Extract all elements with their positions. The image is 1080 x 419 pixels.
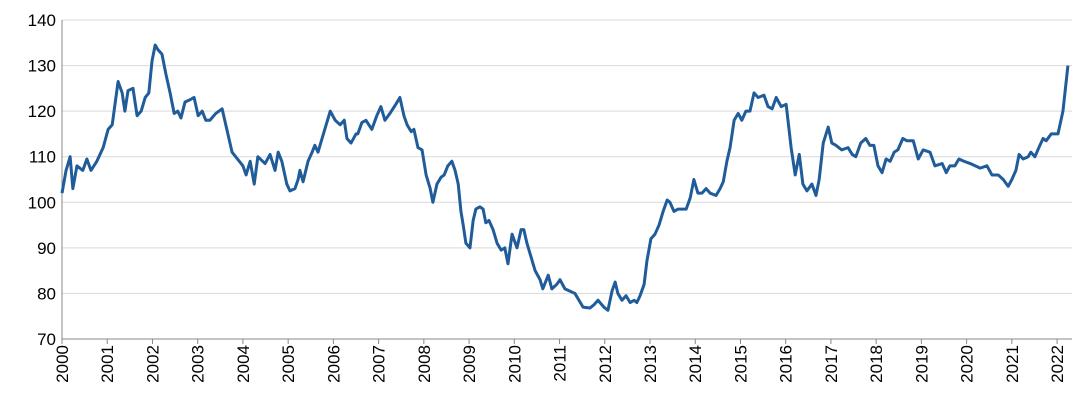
- x-tick-label: 2021: [1003, 345, 1022, 383]
- y-tick-label: 90: [37, 239, 56, 258]
- x-tick-label: 2020: [958, 345, 977, 383]
- x-tick-label: 2010: [505, 345, 524, 383]
- y-tick-label: 140: [28, 11, 56, 30]
- x-tick-label: 2012: [596, 345, 615, 383]
- x-tick-label: 2011: [551, 345, 570, 382]
- y-tick-label: 80: [37, 284, 56, 303]
- x-tick-label: 2018: [867, 345, 886, 383]
- data-line: [60, 43, 1070, 312]
- x-tick-label: 2014: [686, 345, 705, 383]
- x-tick-label: 2022: [1048, 345, 1067, 383]
- x-tick-label: 2007: [370, 345, 389, 383]
- x-tick-label: 2016: [777, 345, 796, 383]
- x-tick-label: 2006: [324, 345, 343, 383]
- x-tick-label: 2008: [415, 345, 434, 383]
- x-tick-label: 2004: [234, 345, 253, 383]
- x-tick-label: 2003: [189, 345, 208, 383]
- y-tick-label: 110: [29, 148, 56, 167]
- x-tick-label: 2001: [98, 345, 117, 383]
- y-tick-label: 120: [28, 102, 56, 121]
- x-tick-label: 2017: [822, 345, 841, 383]
- x-tick-label: 2005: [279, 345, 298, 383]
- x-tick-label: 2019: [912, 345, 931, 383]
- y-tick-label: 130: [28, 57, 56, 76]
- x-tick-label: 2009: [460, 345, 479, 383]
- x-tick-label: 2013: [641, 345, 660, 383]
- y-tick-label: 70: [37, 330, 56, 349]
- x-tick-label: 2002: [143, 345, 162, 383]
- y-tick-label: 100: [28, 193, 56, 212]
- x-tick-label: 2015: [731, 345, 750, 383]
- x-tick-label: 2000: [53, 345, 72, 383]
